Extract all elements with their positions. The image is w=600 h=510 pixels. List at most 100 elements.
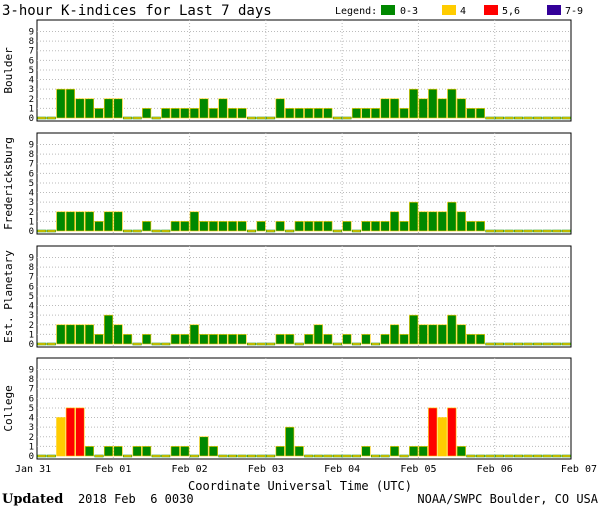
kp-bar: [533, 454, 543, 458]
kp-bar: [208, 108, 218, 119]
kp-bar: [285, 334, 295, 345]
kp-bar: [84, 446, 95, 457]
kp-bar: [361, 446, 371, 457]
kp-bar: [161, 454, 171, 458]
legend-swatch: [484, 5, 498, 15]
kp-bar: [485, 116, 495, 120]
legend-swatch: [442, 5, 456, 15]
kp-bar: [456, 446, 466, 457]
kp-bar: [237, 108, 247, 119]
kp-bar: [342, 221, 352, 232]
kp-bar: [323, 108, 333, 119]
panel-y-label: Fredericksburg: [2, 137, 15, 230]
kp-bar: [123, 454, 133, 458]
kp-bar: [65, 407, 75, 457]
kp-bar: [323, 334, 333, 345]
kp-bar: [132, 229, 142, 233]
kp-bar: [161, 229, 171, 233]
kp-bar: [456, 98, 466, 119]
kp-bar: [189, 454, 199, 458]
kp-bar: [94, 334, 104, 345]
kp-bar: [256, 342, 266, 346]
kp-bar: [542, 342, 552, 346]
kp-bar: [494, 454, 505, 458]
kp-bar: [485, 342, 495, 346]
kp-bar: [151, 229, 161, 233]
kp-bar: [409, 88, 419, 119]
kp-bar: [56, 88, 66, 119]
kp-bar: [275, 221, 285, 232]
kp-bar: [475, 108, 485, 119]
legend: Legend: 0-3 4 5,6 7-9: [335, 5, 583, 17]
kp-bar: [37, 342, 47, 346]
kp-bar: [142, 108, 152, 119]
kp-bar: [199, 334, 209, 345]
kp-bar: [428, 211, 438, 232]
y-tick-label: 3: [29, 85, 34, 95]
y-tick-label: 8: [29, 150, 34, 160]
x-tick-label: Feb 03: [248, 464, 284, 475]
kp-bar: [409, 446, 419, 457]
kp-bar: [132, 446, 142, 457]
kp-bar: [313, 454, 323, 458]
kp-bar: [285, 108, 295, 119]
kp-bar: [84, 98, 95, 119]
kp-bar: [151, 116, 161, 120]
kp-bar: [247, 116, 257, 120]
kp-bar: [456, 211, 466, 232]
kp-bar: [371, 454, 381, 458]
kp-bar: [342, 116, 352, 120]
kp-bar: [75, 324, 85, 345]
kp-bar: [46, 342, 56, 346]
x-tick-label: Feb 06: [477, 464, 513, 475]
y-tick-label: 6: [29, 282, 34, 292]
kp-bar: [409, 314, 419, 345]
kp-bar: [399, 108, 409, 119]
kp-bar: [56, 324, 66, 345]
kp-bar: [294, 221, 304, 232]
kp-bar: [533, 116, 543, 120]
kp-bar: [533, 229, 543, 233]
kp-bar: [561, 229, 571, 233]
kp-bar: [552, 116, 562, 120]
kp-bar: [542, 116, 552, 120]
y-tick-label: 0: [29, 340, 34, 350]
y-tick-label: 7: [29, 273, 34, 283]
kp-bar: [542, 454, 552, 458]
kp-bar: [180, 446, 190, 457]
x-tick-label: Feb 05: [400, 464, 436, 475]
kp-bar: [227, 108, 238, 119]
y-tick-label: 9: [29, 365, 34, 375]
kp-bar: [475, 221, 485, 232]
kp-bar: [227, 334, 238, 345]
kp-bar: [351, 108, 362, 119]
kp-bar: [46, 229, 56, 233]
chart-title: 3-hour K-indices for Last 7 days: [2, 3, 272, 19]
kp-bar: [170, 221, 180, 232]
x-tick-label: Feb 04: [324, 464, 360, 475]
kp-bar: [227, 221, 238, 232]
kp-bar: [371, 342, 381, 346]
kp-bar: [304, 221, 314, 232]
kp-bar: [437, 417, 447, 457]
kp-bar: [552, 229, 562, 233]
kp-bar: [132, 342, 142, 346]
y-tick-label: 4: [29, 414, 34, 424]
kp-bar: [199, 98, 209, 119]
kp-bar: [380, 98, 390, 119]
kp-bar: [323, 454, 333, 458]
kp-bar: [103, 446, 114, 457]
kp-bar: [494, 229, 505, 233]
kp-bar: [466, 454, 476, 458]
kp-bar: [399, 334, 409, 345]
kp-bar: [380, 454, 390, 458]
kp-bar: [285, 426, 295, 457]
y-tick-label: 2: [29, 321, 34, 331]
panel-y-label: Est. Planetary: [2, 250, 15, 343]
kp-bar: [46, 454, 56, 458]
legend-entry-label: 0-3: [400, 6, 418, 17]
kp-bar: [351, 229, 361, 233]
kp-bar: [409, 201, 419, 232]
